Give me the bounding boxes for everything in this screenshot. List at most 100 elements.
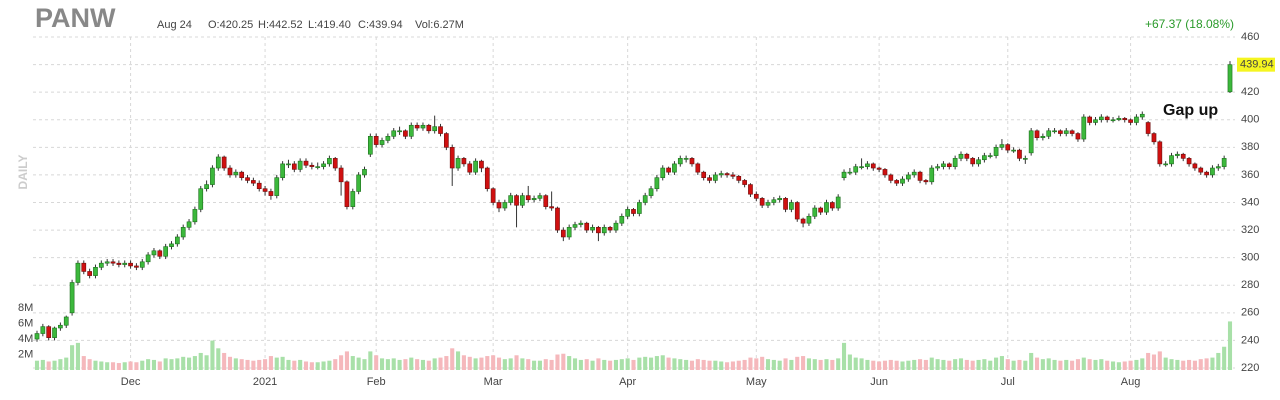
candle-body [502, 202, 508, 209]
candle-body [1075, 133, 1081, 140]
candle-body [859, 166, 864, 168]
volume-bar [906, 360, 911, 370]
volume-bar [514, 355, 519, 370]
candle-body [87, 271, 92, 276]
candle-body [976, 159, 981, 165]
candle-body [982, 155, 987, 161]
volume-bar [859, 358, 864, 370]
volume-bar [1187, 359, 1192, 370]
volume-bar [1198, 359, 1203, 370]
header-date: Aug 24 [157, 19, 192, 31]
volume-bar [613, 359, 619, 370]
candle-body [748, 184, 753, 195]
volume-bar [34, 360, 40, 370]
volume-bar [882, 360, 888, 370]
volume-bar [888, 359, 893, 370]
candle-body [251, 180, 256, 184]
volume-bar [146, 359, 151, 370]
candle-body [648, 188, 654, 196]
volume-bar [1105, 360, 1110, 370]
candle-body [1151, 133, 1157, 143]
volume-bar [134, 362, 139, 370]
volume-bar [1034, 357, 1040, 370]
volume-bar [765, 359, 771, 370]
volume-bar [1175, 359, 1180, 370]
candle-body [865, 163, 870, 167]
candle-body [900, 178, 905, 184]
candle-body [321, 163, 326, 167]
volume-bar [122, 362, 127, 370]
volume-bar [578, 359, 583, 370]
candle-body [1052, 130, 1057, 133]
volume-bar [660, 355, 665, 370]
volume-bar [303, 361, 309, 370]
volume-bar [643, 356, 648, 370]
volume-bar [1122, 361, 1127, 370]
volume-bar [81, 356, 86, 370]
candle-body [69, 282, 75, 314]
volume-bar [561, 353, 566, 370]
volume-bar [485, 356, 490, 370]
candle-body [461, 158, 467, 165]
header-volume: Vol:6.27M [415, 19, 464, 31]
volume-bar [818, 359, 823, 370]
volume-bar [958, 358, 964, 370]
volume-bar [1169, 359, 1174, 370]
volume-bar [1216, 352, 1221, 370]
candle-body [1134, 116, 1139, 123]
candle-body [256, 182, 262, 190]
candle-body [128, 262, 133, 267]
volume-bar [40, 359, 45, 370]
volume-bar [783, 358, 788, 370]
volume-bar [543, 359, 548, 370]
volume-bar [1151, 354, 1157, 370]
candle-body [116, 262, 122, 265]
candle-body [999, 144, 1005, 148]
volume-bar [374, 355, 379, 370]
volume-bar [637, 357, 642, 370]
candle-body [777, 198, 783, 201]
candle-body [613, 222, 619, 231]
volume-bar [391, 358, 396, 370]
x-tick-label: 2021 [253, 376, 277, 388]
volume-bar [526, 359, 531, 370]
candle-body [139, 261, 145, 268]
volume-bar [192, 356, 197, 370]
volume-bar [748, 357, 753, 370]
volume-bar [204, 355, 209, 370]
volume-bar [871, 360, 876, 370]
volume-bar [198, 352, 203, 370]
volume-bar [520, 358, 525, 370]
volume-bar [280, 356, 285, 370]
ticker: PANW [35, 3, 116, 33]
volume-bar [461, 355, 466, 370]
y-tick-label: 400 [1241, 114, 1259, 126]
candle-body [1210, 167, 1215, 176]
candle-body [929, 167, 935, 183]
volume-bar [344, 351, 349, 370]
candle-body [672, 163, 677, 173]
volume-bar [608, 360, 613, 370]
candle-body [964, 153, 970, 159]
volume-bar [496, 357, 502, 370]
volume-bar [1017, 359, 1022, 370]
volume-bar [140, 360, 145, 370]
volume-bar [619, 359, 624, 370]
volume-bar [450, 348, 455, 370]
candle-body [1227, 64, 1233, 93]
candle-body [239, 171, 245, 178]
candle-body [707, 177, 712, 181]
y-tick-label: 360 [1241, 169, 1259, 181]
candle-body [280, 163, 285, 178]
candle-body [110, 261, 116, 264]
candle-body [759, 198, 765, 206]
volume-bar [725, 362, 730, 370]
candle-body [718, 173, 724, 176]
volume-bar [695, 359, 700, 370]
volume-bar [181, 356, 186, 370]
candle-body [1198, 167, 1204, 173]
candle-body [367, 136, 373, 155]
volume-bar [46, 361, 51, 370]
volume-bar [263, 359, 268, 370]
candle-body [666, 167, 671, 173]
